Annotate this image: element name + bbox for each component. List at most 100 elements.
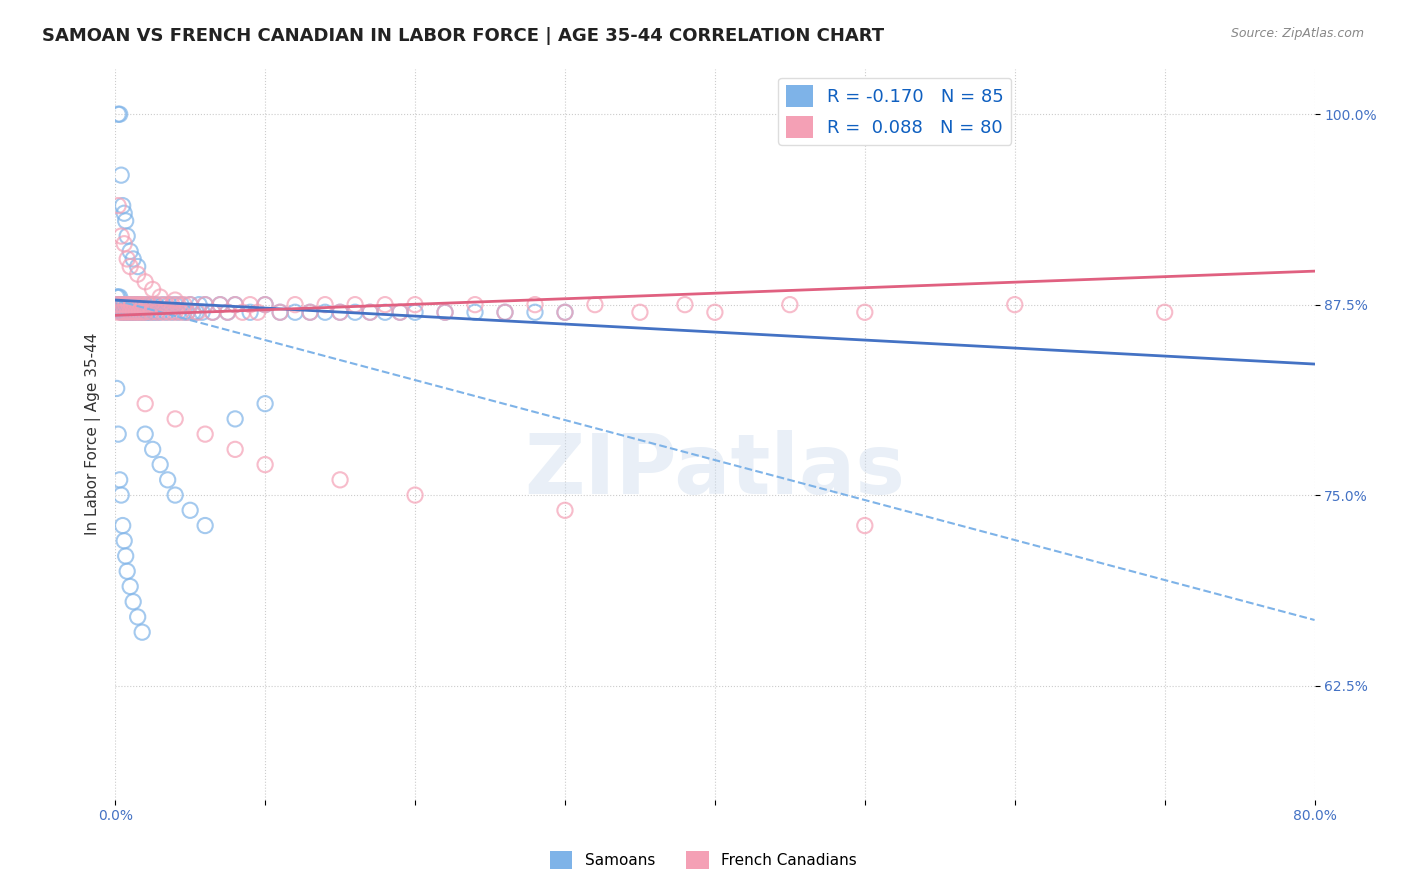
Point	[134, 427, 156, 442]
Point	[523, 298, 546, 312]
Point	[110, 488, 132, 502]
Point	[224, 298, 246, 312]
Point	[155, 298, 177, 312]
Point	[359, 305, 381, 319]
Point	[389, 305, 412, 319]
Point	[239, 305, 262, 319]
Point	[127, 305, 149, 319]
Point	[129, 298, 152, 312]
Point	[254, 458, 277, 472]
Point	[194, 518, 217, 533]
Point	[112, 298, 135, 312]
Point	[299, 305, 322, 319]
Point	[209, 298, 232, 312]
Point	[120, 244, 142, 259]
Point	[494, 305, 516, 319]
Point	[134, 298, 156, 312]
Point	[523, 305, 546, 319]
Point	[853, 518, 876, 533]
Point	[132, 305, 155, 319]
Point	[127, 260, 149, 274]
Point	[105, 298, 128, 312]
Point	[170, 305, 193, 319]
Point	[111, 518, 134, 533]
Point	[142, 442, 165, 457]
Point	[165, 412, 187, 426]
Point	[122, 305, 145, 319]
Point	[269, 305, 291, 319]
Point	[127, 267, 149, 281]
Point	[110, 305, 132, 319]
Point	[464, 305, 486, 319]
Point	[107, 427, 129, 442]
Point	[224, 298, 246, 312]
Point	[122, 595, 145, 609]
Point	[122, 298, 145, 312]
Text: Source: ZipAtlas.com: Source: ZipAtlas.com	[1230, 27, 1364, 40]
Point	[167, 298, 190, 312]
Point	[299, 305, 322, 319]
Point	[374, 298, 396, 312]
Point	[779, 298, 801, 312]
Point	[464, 298, 486, 312]
Point	[1004, 298, 1026, 312]
Point	[170, 298, 193, 312]
Point	[127, 610, 149, 624]
Point	[179, 298, 201, 312]
Point	[131, 305, 153, 319]
Point	[134, 275, 156, 289]
Point	[115, 229, 138, 244]
Point	[201, 305, 224, 319]
Point	[494, 305, 516, 319]
Point	[152, 305, 174, 319]
Point	[201, 305, 224, 319]
Point	[146, 305, 169, 319]
Point	[554, 503, 576, 517]
Point	[176, 305, 198, 319]
Point	[173, 305, 195, 319]
Point	[152, 298, 174, 312]
Point	[149, 290, 172, 304]
Point	[145, 298, 167, 312]
Point	[118, 298, 141, 312]
Point	[165, 298, 187, 312]
Point	[141, 305, 163, 319]
Point	[107, 199, 129, 213]
Point	[344, 305, 367, 319]
Point	[554, 305, 576, 319]
Point	[114, 305, 136, 319]
Point	[160, 305, 183, 319]
Point	[703, 305, 725, 319]
Point	[138, 298, 160, 312]
Point	[186, 305, 208, 319]
Point	[131, 305, 153, 319]
Point	[194, 298, 217, 312]
Point	[149, 298, 172, 312]
Point	[124, 298, 146, 312]
Point	[191, 305, 214, 319]
Point	[115, 305, 138, 319]
Point	[179, 503, 201, 517]
Point	[188, 298, 211, 312]
Point	[628, 305, 651, 319]
Point	[108, 107, 131, 121]
Point	[284, 298, 307, 312]
Point	[108, 473, 131, 487]
Point	[112, 305, 135, 319]
Point	[434, 305, 457, 319]
Point	[209, 298, 232, 312]
Text: SAMOAN VS FRENCH CANADIAN IN LABOR FORCE | AGE 35-44 CORRELATION CHART: SAMOAN VS FRENCH CANADIAN IN LABOR FORCE…	[42, 27, 884, 45]
Point	[165, 293, 187, 307]
Point	[131, 625, 153, 640]
Legend: R = -0.170   N = 85, R =  0.088   N = 80: R = -0.170 N = 85, R = 0.088 N = 80	[779, 78, 1011, 145]
Point	[344, 298, 367, 312]
Point	[129, 298, 152, 312]
Point	[118, 305, 141, 319]
Point	[115, 252, 138, 266]
Point	[232, 305, 254, 319]
Point	[134, 305, 156, 319]
Point	[136, 298, 159, 312]
Point	[134, 397, 156, 411]
Point	[254, 298, 277, 312]
Point	[181, 305, 204, 319]
